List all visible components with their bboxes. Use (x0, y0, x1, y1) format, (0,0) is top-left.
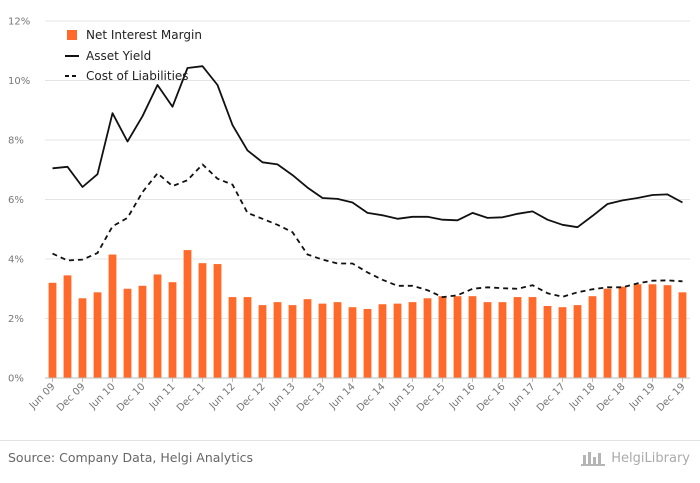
bar-net-interest-margin (588, 296, 597, 378)
bar-net-interest-margin (618, 286, 627, 378)
y-tick-label: 0% (8, 374, 24, 385)
x-tick-label: Dec 14 (355, 381, 388, 414)
x-tick-label: Dec 11 (175, 381, 208, 414)
bar-net-interest-margin (558, 307, 567, 378)
bar-net-interest-margin (243, 297, 252, 378)
x-tick-label: Dec 12 (235, 381, 268, 414)
brand-logo: HelgiLibrary (580, 449, 690, 467)
x-tick-label: Jun 17 (507, 381, 538, 412)
x-tick-label: Jun 14 (327, 381, 358, 412)
legend-label: Cost of Liabilities (86, 69, 189, 83)
bar-net-interest-margin (333, 302, 342, 378)
x-tick-label: Dec 16 (475, 381, 508, 414)
bar-net-interest-margin (423, 298, 432, 378)
x-tick-label: Dec 17 (535, 381, 568, 414)
x-tick-label: Jun 12 (207, 381, 238, 412)
legend-label: Asset Yield (86, 49, 151, 63)
legend: Net Interest Margin Asset Yield Cost of Li… (65, 28, 202, 83)
bar-net-interest-margin (198, 263, 207, 378)
brand-name: HelgiLibrary (611, 450, 690, 466)
bar-net-interest-margin (663, 285, 672, 378)
bar-net-interest-margin (228, 297, 237, 378)
x-tick-label: Jun 19 (627, 381, 658, 412)
y-tick-label: 12% (8, 17, 30, 28)
bar-net-interest-margin (453, 296, 462, 378)
bar-net-interest-margin (273, 302, 282, 378)
x-tick-label: Jun 18 (567, 381, 598, 412)
y-axis-ticks: 0% 2% 4% 6% 8% 10% 12% (8, 17, 30, 385)
source-note: Source: Company Data, Helgi Analytics (8, 450, 254, 465)
legend-swatch (67, 30, 77, 40)
bar-net-interest-margin (408, 302, 417, 378)
bar-net-interest-margin (363, 308, 372, 378)
bar-net-interest-margin (543, 306, 552, 378)
bar-net-interest-margin (213, 264, 222, 378)
bar-net-interest-margin (288, 305, 297, 378)
bar-net-interest-margin (318, 303, 327, 378)
bar-net-interest-margin (153, 274, 162, 378)
x-tick-label: Dec 15 (415, 381, 448, 414)
y-tick-label: 8% (8, 136, 24, 147)
line-asset-yield (52, 65, 683, 229)
y-tick-label: 6% (8, 195, 24, 206)
x-tick-label: Dec 19 (655, 381, 688, 414)
line-cost-of-liabilities (52, 163, 683, 298)
x-tick-label: Dec 13 (295, 381, 328, 414)
bar-net-interest-margin (108, 254, 117, 378)
bar-net-interest-margin (78, 298, 87, 378)
y-tick-label: 2% (8, 314, 24, 325)
bar-net-interest-margin (93, 292, 102, 378)
x-tick-label: Jun 15 (387, 381, 418, 412)
bar-net-interest-margin (573, 305, 582, 378)
bar-net-interest-margin (438, 296, 447, 378)
x-tick-label: Dec 18 (595, 381, 628, 414)
bar-net-interest-margin (138, 285, 147, 378)
bar-net-interest-margin (468, 296, 477, 378)
x-tick-label: Dec 10 (115, 381, 148, 414)
x-tick-label: Jun 13 (267, 381, 298, 412)
x-tick-label: Dec 09 (55, 381, 88, 414)
legend-label: Net Interest Margin (86, 28, 202, 42)
bar-net-interest-margin (348, 307, 357, 378)
bar-net-interest-margin (603, 288, 612, 378)
bar-net-interest-margin (183, 250, 192, 378)
y-tick-label: 4% (8, 255, 24, 266)
x-tick-label: Jun 16 (447, 381, 478, 412)
gridlines (45, 20, 690, 319)
bar-net-interest-margin (513, 297, 522, 378)
x-tick-label: Jun 11 (147, 381, 178, 412)
bar-net-interest-margin (393, 303, 402, 378)
bar-net-interest-margin (63, 275, 72, 378)
footer-divider (0, 440, 700, 441)
bar-net-interest-margin (633, 284, 642, 378)
bar-net-interest-margin (678, 292, 687, 378)
library-icon (581, 452, 606, 466)
x-tick-label: Jun 10 (87, 381, 118, 412)
bar-net-interest-margin (378, 304, 387, 378)
y-tick-label: 10% (8, 76, 30, 87)
bar-net-interest-margin (483, 302, 492, 378)
bar-net-interest-margin (498, 302, 507, 378)
bar-net-interest-margin (648, 284, 657, 378)
line-series (52, 65, 683, 298)
x-tick-label: Jun 09 (27, 381, 58, 412)
bar-net-interest-margin (258, 305, 267, 378)
bar-net-interest-margin (528, 297, 537, 378)
bar-net-interest-margin (123, 288, 132, 378)
bar-series (48, 250, 687, 378)
bar-net-interest-margin (168, 282, 177, 378)
bar-net-interest-margin (48, 282, 57, 378)
bar-net-interest-margin (303, 299, 312, 378)
